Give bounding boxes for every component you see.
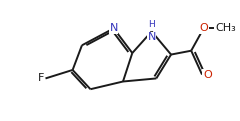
Text: O: O — [203, 70, 212, 80]
Text: F: F — [38, 73, 45, 83]
Text: N: N — [148, 32, 156, 42]
Text: O: O — [199, 23, 208, 33]
Text: H: H — [148, 20, 155, 29]
Text: CH₃: CH₃ — [215, 23, 236, 33]
Text: N: N — [109, 23, 118, 33]
